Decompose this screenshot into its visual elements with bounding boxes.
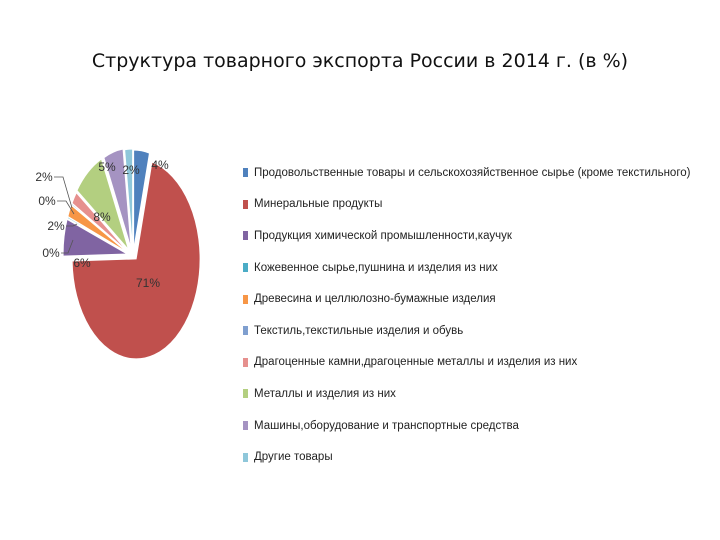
legend-swatch [243,294,248,304]
data-label: 2% [122,163,140,177]
legend-label: Текстиль,текстильные изделия и обувь [254,324,464,337]
legend-item: Кожевенное сырье,пушнина и изделия из ни… [243,252,713,284]
legend-item: Металлы и изделия из них [243,378,713,410]
legend-item: Драгоценные камни,драгоценные металлы и … [243,347,713,379]
legend-label: Продукция химической промышленности,кауч… [254,229,512,242]
legend-swatch [243,326,248,336]
leader-line [54,176,73,209]
legend-label: Продовольственные товары и сельскохозяйс… [254,166,691,179]
data-label: 6% [73,256,91,270]
slide-title: Структура товарного экспорта России в 20… [91,50,629,72]
legend-label: Минеральные продукты [254,198,383,211]
leader-line [57,200,75,215]
legend-item: Другие товары [243,441,713,473]
legend-swatch [243,231,248,241]
legend-swatch [243,357,248,367]
legend-label: Металлы и изделия из них [254,387,396,400]
legend-item: Древесина и целлюлозно-бумажные изделия [243,283,713,315]
legend-swatch [243,263,248,273]
leader-line [61,239,74,254]
pie-slice [76,158,130,250]
pie-slice [103,148,132,249]
chart-legend: Продовольственные товары и сельскохозяйс… [243,157,713,473]
legend-item: Продовольственные товары и сельскохозяйс… [243,157,713,189]
legend-item: Минеральные продукты [243,189,713,221]
leader-line [66,223,78,227]
legend-swatch [243,168,248,178]
pie-slice [71,161,201,360]
legend-item: Продукция химической промышленности,кауч… [243,220,713,252]
pie-slice [124,148,134,250]
data-label: 2% [47,219,65,233]
data-label: 4% [151,158,169,172]
legend-item: Машины,оборудование и транспортные средс… [243,410,713,442]
pie-slice [62,218,129,257]
legend-swatch [243,389,248,399]
legend-swatch [243,199,248,209]
pie-slice [71,191,129,253]
data-label: 71% [136,276,160,290]
pie-slice [133,149,151,251]
legend-label: Кожевенное сырье,пушнина и изделия из ни… [254,261,498,274]
legend-swatch [243,452,248,462]
legend-label: Драгоценные камни,драгоценные металлы и … [254,356,578,369]
legend-label: Другие товары [254,451,333,464]
legend-item: Текстиль,текстильные изделия и обувь [243,315,713,347]
legend-label: Машины,оборудование и транспортные средс… [254,419,519,432]
data-label: 8% [93,210,111,224]
legend-label: Древесина и целлюлозно-бумажные изделия [254,293,496,306]
data-label: 5% [98,160,116,174]
legend-swatch [243,421,248,431]
data-label: 2% [35,170,53,184]
data-label: 0% [42,246,60,260]
data-label: 0% [38,194,56,208]
